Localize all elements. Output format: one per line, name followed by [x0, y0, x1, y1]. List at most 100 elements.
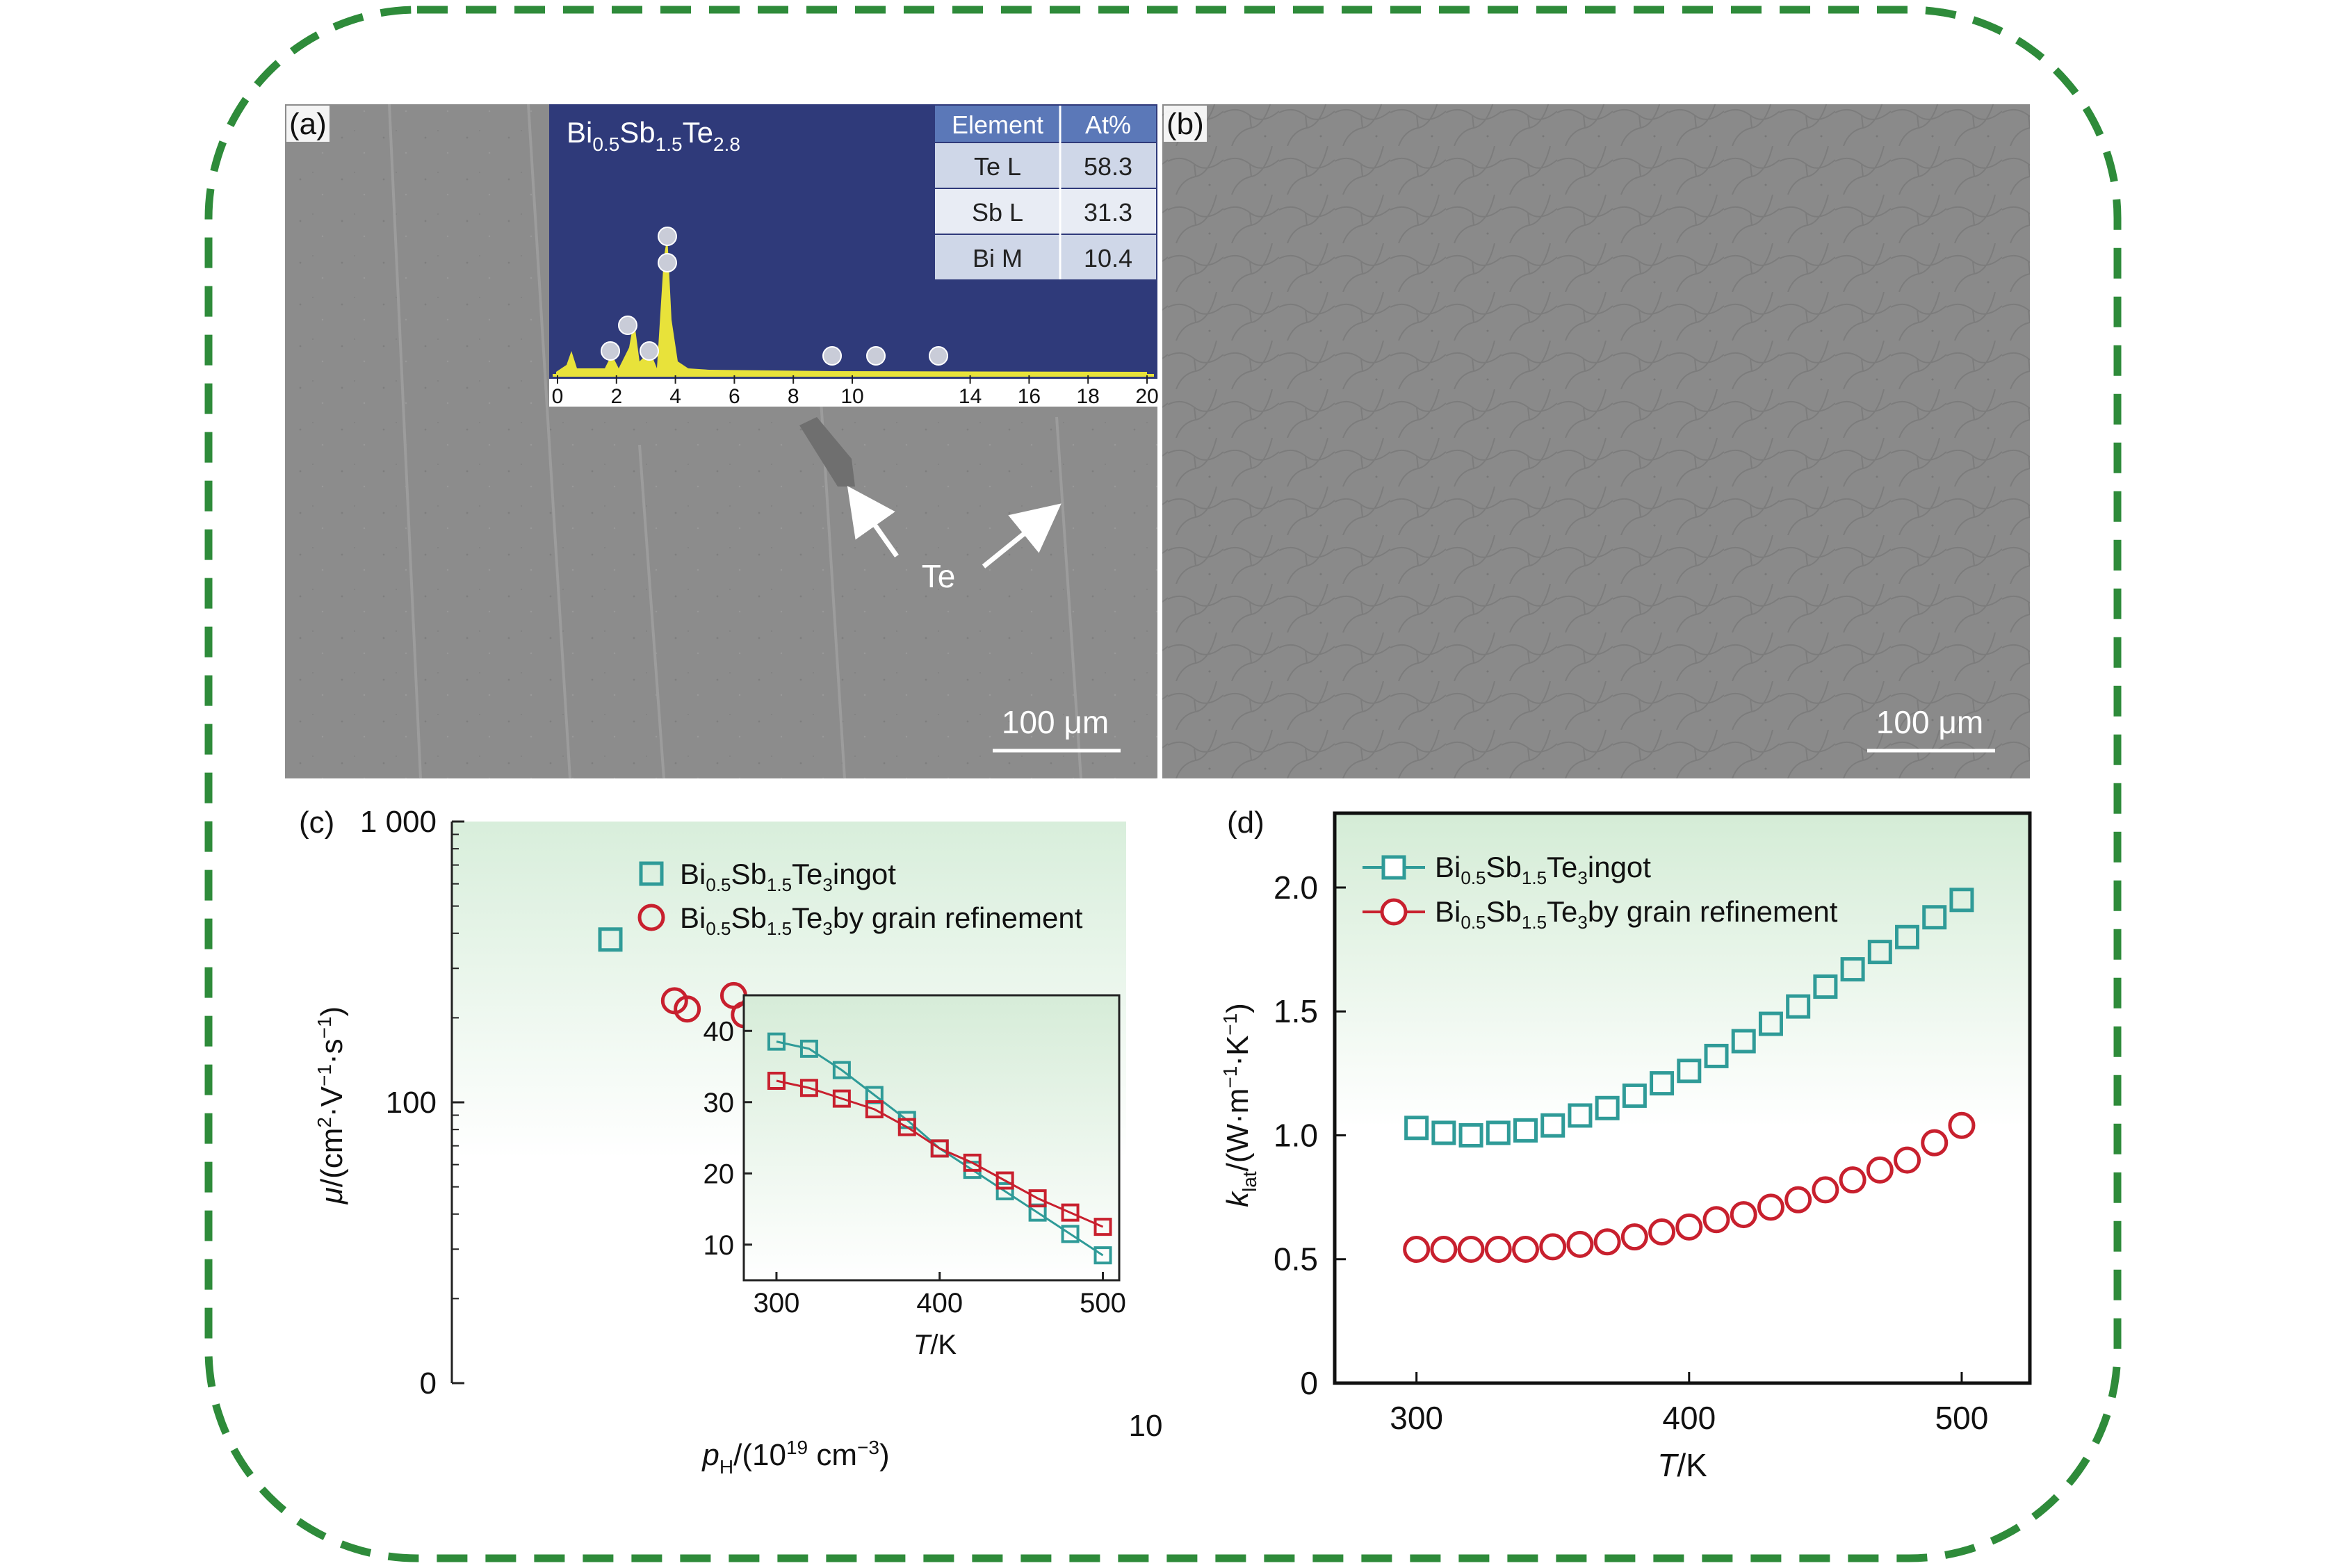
- chart-d-xtick-label: 300: [1390, 1400, 1443, 1436]
- chart-d-point-refined: [1430, 1235, 1458, 1263]
- te-arrow-left: [847, 486, 899, 558]
- chart-d-point-refined: [1566, 1230, 1594, 1258]
- eds-table-cell: Sb L: [972, 198, 1023, 227]
- chart-d-point-ingot: [1731, 1029, 1756, 1054]
- inset-ingot-point: [767, 1032, 786, 1051]
- chart-d-point-refined: [1648, 1218, 1676, 1246]
- chart-d-point-refined: [1784, 1186, 1812, 1214]
- chart-d-points: [1403, 888, 1976, 1263]
- chart-d-xlabel: T/K: [1657, 1447, 1707, 1483]
- chart-d-point-refined: [1620, 1223, 1648, 1251]
- chart-d-ytick-label: 2.0: [1274, 869, 1318, 906]
- te-label: Te: [922, 558, 956, 594]
- chart-d-point-refined: [1593, 1228, 1621, 1256]
- inset-refined-point: [963, 1153, 982, 1172]
- chart-c-ylabel: μ/(cm2·V−1·s−1): [314, 1006, 349, 1204]
- chart-d-point-refined: [1894, 1146, 1921, 1174]
- scale-bar-label-a: 100 μm: [1002, 704, 1109, 740]
- chart-d-plot-area: [1333, 811, 2032, 1385]
- eds-formula: Bi0.5Sb1.5Te2.8: [567, 116, 740, 155]
- panel-c: (c) 0 100 1 000 10 μ/(cm2·V−1·s−1) pH/(1019…: [299, 805, 1162, 1478]
- sem-image-b: [1162, 104, 2030, 778]
- inset-ingot-point: [1061, 1225, 1080, 1243]
- eds-table-header-bg: [935, 106, 1156, 142]
- panel-label-c: (c): [299, 806, 334, 840]
- eds-peak-marker: [658, 227, 677, 246]
- inset-ingot-point: [995, 1182, 1014, 1200]
- inset-ingot-point: [832, 1061, 851, 1079]
- chart-c-xtick-label: 10: [1129, 1409, 1163, 1443]
- chart-d-point-refined: [1757, 1193, 1784, 1221]
- chart-d-point-ingot: [1895, 924, 1920, 949]
- chart-d-point-refined: [1839, 1166, 1867, 1194]
- chart-c-ytick-label: 100: [386, 1086, 437, 1120]
- eds-peak-marker: [866, 346, 886, 366]
- legend-label-ingot-d: Bi0.5Sb1.5Te3ingot: [1435, 851, 1651, 888]
- panel-label-a: (a): [289, 107, 327, 141]
- inset-ytick-label: 10: [704, 1230, 735, 1261]
- legend-marker-refined: [637, 904, 665, 931]
- chart-c-ytick-label: 1 000: [360, 805, 437, 839]
- eds-tick-label: 0: [552, 385, 564, 408]
- eds-inset: Bi0.5Sb1.5Te2.8 0 2 4 6 8 10 14 16 18 20: [549, 104, 1159, 408]
- te-precipitate: [799, 417, 855, 487]
- chart-c-xlabel: pH/(1019 cm−3): [701, 1437, 889, 1478]
- inset-refined-point: [930, 1139, 949, 1158]
- figure-frame: [204, 6, 2122, 1562]
- panel-b: (b) 100 μm: [1162, 104, 2030, 778]
- eds-table-cell: Bi M: [973, 244, 1023, 272]
- inset-refined-point: [1061, 1203, 1080, 1222]
- eds-table-cell: 10.4: [1084, 244, 1132, 272]
- chart-d-point-ingot: [1458, 1122, 1483, 1148]
- chart-c-ytick-label: 0: [420, 1366, 437, 1400]
- eds-table-row-bg: [935, 189, 1156, 234]
- legend-label-ingot: Bi0.5Sb1.5Te3ingot: [680, 858, 896, 895]
- inset-xtick-label: 400: [916, 1288, 963, 1318]
- legend-marker-refined-d: [1380, 898, 1408, 926]
- eds-table-cell: Te L: [974, 152, 1021, 181]
- inset-refined-point: [832, 1089, 851, 1108]
- chart-d-point-ingot: [1568, 1103, 1593, 1128]
- inset-refined-point: [897, 1118, 916, 1136]
- eds-table-header-at: At%: [1085, 111, 1131, 139]
- inset-ytick-label: 40: [704, 1016, 735, 1047]
- inset-xtick-label: 500: [1080, 1288, 1126, 1318]
- chart-c-legend: Bi0.5Sb1.5Te3ingot Bi0.5Sb1.5Te3by grain…: [637, 858, 1083, 939]
- chart-d-ytick-label: 0.5: [1274, 1241, 1318, 1277]
- chart-d-point-refined: [1403, 1235, 1431, 1263]
- inset-ingot-point: [1093, 1246, 1112, 1265]
- inset-series: [767, 1032, 1112, 1265]
- chart-d-point-refined: [1921, 1129, 1949, 1157]
- inset-ingot-point: [799, 1039, 818, 1058]
- chart-d-point-ingot: [1513, 1118, 1538, 1143]
- chart-d-point-ingot: [1758, 1011, 1783, 1036]
- eds-peak-marker: [618, 316, 637, 335]
- panel-d: (d) 300 400 500 0 0.5 1.0 1.5 2.0 klat/(W·m−1·K…: [1219, 806, 2032, 1483]
- legend-label-refined-d: Bi0.5Sb1.5Te3by grain refinement: [1435, 895, 1838, 933]
- inset-refined-point: [767, 1072, 786, 1090]
- chart-d-point-ingot: [1704, 1043, 1729, 1068]
- eds-axis-strip: [549, 379, 1157, 407]
- eds-table-cell: 31.3: [1084, 198, 1132, 227]
- legend-label-refined: Bi0.5Sb1.5Te3by grain refinement: [680, 901, 1083, 939]
- chart-d-ytick-label: 0: [1300, 1365, 1318, 1401]
- chart-d-xtick-label: 400: [1662, 1400, 1716, 1436]
- chart-d-point-refined: [1512, 1235, 1540, 1263]
- panel-label-a-bg: [286, 106, 330, 142]
- eds-tick-label: 14: [959, 385, 982, 408]
- panel-label-d: (d): [1227, 806, 1264, 840]
- chart-c-ticks: 0 100 1 000 10: [360, 805, 1163, 1443]
- panel-label-b-bg: [1164, 106, 1207, 142]
- legend-marker-ingot-d: [1381, 855, 1406, 880]
- eds-tick-label: 10: [840, 385, 863, 408]
- chart-d-point-refined: [1866, 1156, 1894, 1184]
- eds-table-cell: 58.3: [1084, 152, 1132, 181]
- eds-tick-label: 20: [1135, 385, 1158, 408]
- chart-d-point-refined: [1702, 1206, 1730, 1234]
- scale-bar-label-b: 100 μm: [1876, 704, 1983, 740]
- chart-d-point-ingot: [1922, 905, 1947, 930]
- eds-tick-label: 18: [1077, 385, 1100, 408]
- chart-d-ticks: 300 400 500 0 0.5 1.0 1.5 2.0: [1274, 869, 1988, 1436]
- chart-d-point-ingot: [1431, 1120, 1456, 1145]
- eds-peak-marker: [822, 346, 842, 366]
